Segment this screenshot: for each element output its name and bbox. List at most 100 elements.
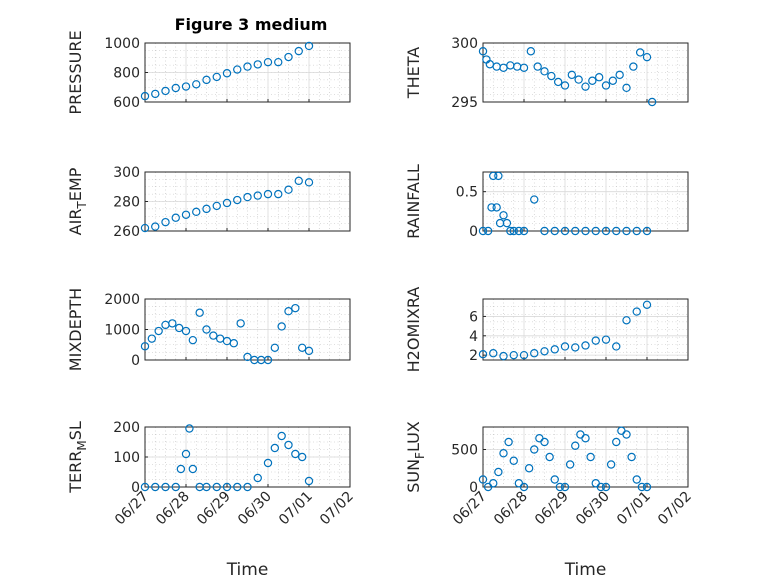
- panel-mixdepth: 0 1000 2000 MIXDEPTH: [66, 288, 351, 371]
- data-point: [519, 482, 529, 492]
- data-point: [629, 62, 638, 71]
- data-point: [192, 80, 201, 89]
- figure-title: Figure 3 medium: [175, 15, 328, 34]
- data-point: [168, 319, 177, 328]
- data-point: [291, 449, 300, 459]
- data-point: [540, 226, 549, 236]
- data-point: [606, 460, 616, 469]
- y-tick-label: 300: [113, 165, 140, 181]
- data-point: [151, 222, 160, 231]
- data-point: [209, 331, 218, 340]
- y-tick-label: 0: [131, 480, 140, 496]
- x-tick-label: 07/01: [614, 489, 654, 529]
- data-point: [581, 341, 590, 350]
- data-point: [243, 482, 252, 492]
- y-tick-label: 2000: [104, 292, 140, 308]
- data-point: [253, 60, 262, 69]
- data-point: [601, 335, 611, 344]
- axes-frame: [482, 298, 689, 361]
- data-point: [642, 52, 652, 62]
- data-point: [550, 345, 559, 354]
- data-point: [647, 97, 657, 107]
- data-point: [212, 72, 221, 82]
- data-point: [274, 57, 283, 67]
- data-point: [519, 350, 529, 360]
- data-point: [277, 431, 286, 441]
- axes-frame: [482, 171, 689, 232]
- data-point: [304, 346, 314, 356]
- data-point: [202, 204, 211, 214]
- data-point: [171, 213, 180, 222]
- y-tick-label: 0: [469, 224, 478, 240]
- y-tick-label: 600: [113, 95, 140, 111]
- data-point: [642, 226, 652, 236]
- data-point: [594, 73, 604, 82]
- data-point: [294, 46, 303, 56]
- data-point: [478, 475, 488, 484]
- y-axis-label: PRESSURE: [66, 30, 85, 114]
- data-point: [622, 226, 631, 236]
- data-point: [297, 452, 307, 462]
- data-point: [588, 76, 597, 85]
- data-point: [236, 319, 245, 328]
- y-tick-label: 1000: [104, 323, 140, 339]
- axes-frame: [144, 426, 351, 488]
- data-point: [581, 226, 590, 236]
- data-point: [499, 351, 508, 361]
- data-point: [612, 437, 621, 447]
- data-point: [161, 86, 170, 96]
- panel-pressure: 600 800 1000 PRESSURE: [66, 30, 351, 115]
- y-axis-label: RAINFALL: [404, 164, 423, 239]
- x-tick-label: 07/02: [655, 489, 695, 529]
- data-point: [161, 217, 170, 227]
- data-point: [263, 189, 273, 199]
- data-point: [530, 195, 539, 204]
- data-point: [140, 342, 150, 351]
- data-point: [233, 195, 242, 205]
- data-point: [253, 473, 262, 483]
- data-point: [489, 171, 498, 181]
- data-point: [297, 343, 307, 352]
- data-point: [284, 440, 293, 450]
- data-point: [263, 57, 273, 67]
- data-point: [642, 300, 652, 310]
- data-point: [519, 63, 529, 72]
- data-point: [140, 223, 150, 233]
- data-point: [608, 76, 618, 85]
- y-axis-label: AIRTEMP: [66, 167, 89, 235]
- data-point: [195, 308, 204, 317]
- y-axis-label: MIXDEPTH: [66, 288, 85, 371]
- data-point: [489, 349, 498, 358]
- data-point: [533, 62, 542, 71]
- data-point: [581, 434, 590, 443]
- data-point: [555, 482, 565, 492]
- data-point: [553, 77, 563, 87]
- data-point: [635, 48, 645, 57]
- data-point: [181, 82, 191, 91]
- data-point: [622, 83, 631, 93]
- x-tick-label: 06/30: [573, 489, 613, 529]
- x-tick-label: 07/02: [317, 489, 357, 529]
- data-point: [202, 325, 211, 334]
- data-point: [478, 47, 488, 56]
- data-point: [596, 482, 606, 492]
- data-point: [560, 482, 570, 492]
- data-point: [567, 70, 577, 80]
- x-tick-label: 06/28: [491, 489, 531, 529]
- data-point: [632, 226, 641, 236]
- data-point: [591, 336, 600, 345]
- data-point: [581, 82, 590, 91]
- data-point: [560, 226, 570, 236]
- data-point: [499, 211, 508, 220]
- data-point: [277, 322, 286, 331]
- data-point: [192, 207, 201, 217]
- data-point: [270, 443, 280, 453]
- y-tick-label: 6: [469, 309, 478, 325]
- data-point: [174, 323, 184, 333]
- data-point: [565, 460, 575, 469]
- data-point: [185, 424, 194, 433]
- data-point: [560, 81, 570, 90]
- y-tick-label: 800: [113, 66, 140, 82]
- y-tick-label: 200: [113, 420, 140, 436]
